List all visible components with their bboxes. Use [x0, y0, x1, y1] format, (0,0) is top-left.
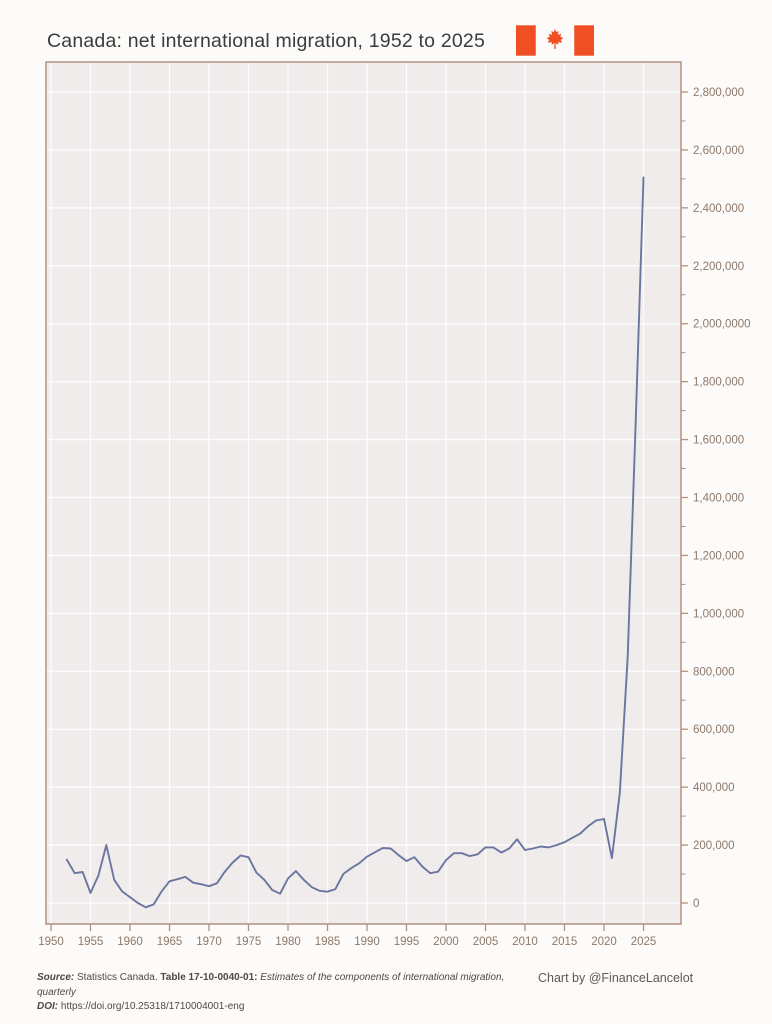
chart-credit: Chart by @FinanceLancelot [538, 971, 694, 985]
svg-text:2,800,000: 2,800,000 [693, 87, 744, 99]
source-description: Estimates of the components of internati… [37, 972, 505, 998]
svg-text:1995: 1995 [394, 936, 420, 948]
svg-text:1,400,000: 1,400,000 [693, 493, 744, 505]
doi-url: https://doi.org/10.25318/1710004001-eng [58, 1001, 245, 1012]
svg-text:1960: 1960 [117, 936, 143, 948]
svg-text:1990: 1990 [354, 936, 380, 948]
maple-leaf-icon [546, 28, 564, 49]
y-axis: 0 200,000 400,000 600,000 800,000 1,000,000 1,… [681, 87, 751, 910]
svg-text:2000: 2000 [433, 936, 459, 948]
page-title: Canada: net international migration, 195… [47, 30, 486, 52]
source-line-1: Source: Statistics Canada. Table 17-10-0… [37, 971, 517, 1000]
svg-text:2020: 2020 [591, 936, 617, 948]
net-migration-line [65, 176, 645, 909]
svg-text:1,200,000: 1,200,000 [693, 550, 744, 562]
source-agency: Statistics Canada. [74, 972, 161, 983]
svg-text:2,000,0000: 2,000,0000 [693, 319, 751, 331]
svg-text:0: 0 [693, 898, 699, 910]
svg-text:2,200,000: 2,200,000 [693, 261, 744, 273]
svg-text:1970: 1970 [196, 936, 222, 948]
svg-text:1,000,000: 1,000,000 [693, 608, 744, 620]
svg-text:1955: 1955 [78, 936, 104, 948]
flag-left-bar [516, 25, 536, 56]
svg-text:2015: 2015 [552, 936, 578, 948]
svg-text:600,000: 600,000 [693, 724, 735, 736]
svg-text:800,000: 800,000 [693, 666, 735, 678]
svg-text:1980: 1980 [275, 936, 301, 948]
flag-right-bar [574, 25, 594, 56]
svg-text:1,600,000: 1,600,000 [693, 435, 744, 447]
plot-area [46, 62, 681, 924]
source-label: Source: [37, 972, 75, 983]
doi-label: DOI: [37, 1001, 59, 1012]
y-axis-minor-ticks [681, 120, 686, 875]
svg-text:2025: 2025 [631, 936, 657, 948]
canada-flag-icon [516, 25, 594, 56]
svg-text:1950: 1950 [38, 936, 64, 948]
source-table-id: Table 17-10-0040-01: [160, 972, 258, 983]
svg-text:2,600,000: 2,600,000 [693, 145, 744, 157]
svg-text:1975: 1975 [236, 936, 262, 948]
svg-text:2010: 2010 [512, 936, 538, 948]
svg-text:2005: 2005 [473, 936, 499, 948]
svg-text:1,800,000: 1,800,000 [693, 377, 744, 389]
source-line-2: DOI: https://doi.org/10.25318/1710004001… [37, 1000, 517, 1015]
svg-text:200,000: 200,000 [693, 840, 735, 852]
source-note: Source: Statistics Canada. Table 17-10-0… [37, 971, 517, 1015]
plot-frame [45, 61, 682, 925]
svg-text:1985: 1985 [315, 936, 341, 948]
svg-text:400,000: 400,000 [693, 782, 735, 794]
x-axis: 1950 1955 1960 1965 1970 1975 1980 1985 1990 1995… [38, 924, 656, 948]
svg-text:1965: 1965 [157, 936, 183, 948]
svg-text:2,400,000: 2,400,000 [693, 203, 744, 215]
grid-lines [46, 62, 681, 924]
